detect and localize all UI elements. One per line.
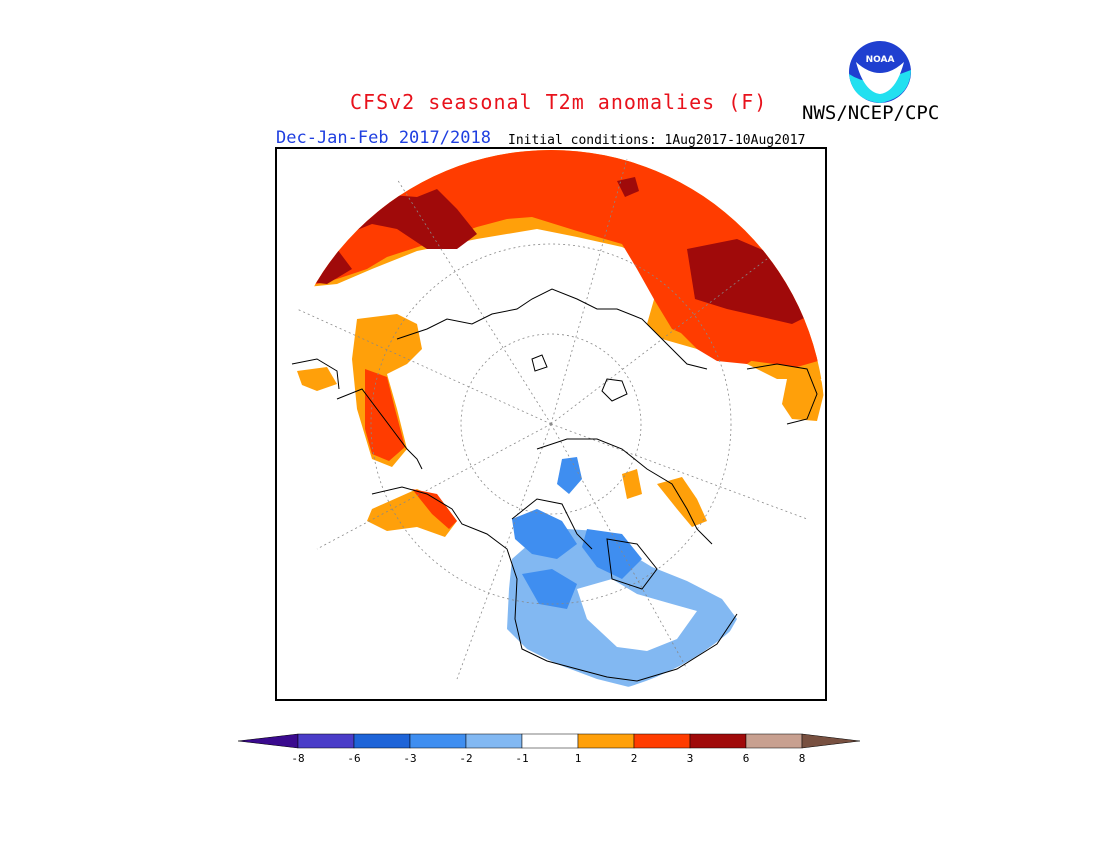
anomaly-region-m3to-2-c — [557, 457, 582, 494]
anomaly-region-3to6-d — [617, 177, 639, 197]
colorbar-tick: -1 — [515, 752, 529, 765]
anomaly-region-3to6-b — [687, 239, 812, 324]
map-title: CFSv2 seasonal T2m anomalies (F) — [350, 90, 768, 114]
colorbar-bin-6 — [577, 733, 635, 749]
colorbar-tick: -2 — [459, 752, 473, 765]
colorbar-bin-1 — [297, 733, 355, 749]
graticule — [296, 158, 808, 680]
anomaly-region-m3to-2-b — [582, 529, 642, 579]
colorbar-tick: -6 — [347, 752, 361, 765]
colorbar-tick: -8 — [291, 752, 305, 765]
coastlines — [291, 288, 818, 682]
colorbar-bin-0 — [238, 733, 299, 749]
colorbar-bin-7 — [633, 733, 691, 749]
anomaly-region-2to3-west — [365, 369, 405, 461]
noaa-logo-icon: NOAA — [849, 41, 911, 103]
colorbar-tick: -3 — [403, 752, 417, 765]
colorbar-bin-8 — [689, 733, 747, 749]
colorbar-bin-4 — [465, 733, 523, 749]
anomaly-region-2to3-na — [412, 489, 457, 529]
initial-conditions-label: Initial conditions: 1Aug2017-10Aug2017 — [508, 133, 806, 148]
season-label: Dec-Jan-Feb 2017/2018 — [276, 128, 491, 148]
anomaly-region-1to2-gl — [657, 477, 707, 527]
anomaly-region-1to2-gl2 — [622, 469, 642, 499]
anomaly-region-2to3-east — [677, 327, 765, 364]
colorbar-bin-9 — [745, 733, 803, 749]
anomaly-region-neutral-na — [577, 579, 697, 651]
colorbar-bin-2 — [353, 733, 411, 749]
colorbar-tick: 8 — [798, 752, 806, 765]
anomaly-region-m3to-2-a — [512, 509, 577, 559]
colorbar-tick: 2 — [630, 752, 638, 765]
colorbar-bin-3 — [409, 733, 467, 749]
svg-text:NOAA: NOAA — [866, 55, 895, 65]
anomaly-map-svg — [277, 150, 825, 698]
anomaly-region-m3to-2-d — [522, 569, 577, 609]
anomaly-region-1to2-east — [782, 371, 825, 421]
colorbar-tick: 6 — [742, 752, 750, 765]
colorbar-tick: 3 — [686, 752, 694, 765]
anomaly-region-1to2-west-small — [297, 367, 337, 391]
polar-map — [275, 147, 827, 701]
colorbar-tick: 1 — [574, 752, 582, 765]
colorbar-bin-10 — [801, 733, 861, 749]
colorbar — [238, 733, 861, 749]
colorbar-bin-5 — [521, 733, 579, 749]
agency-label: NWS/NCEP/CPC — [802, 102, 940, 124]
